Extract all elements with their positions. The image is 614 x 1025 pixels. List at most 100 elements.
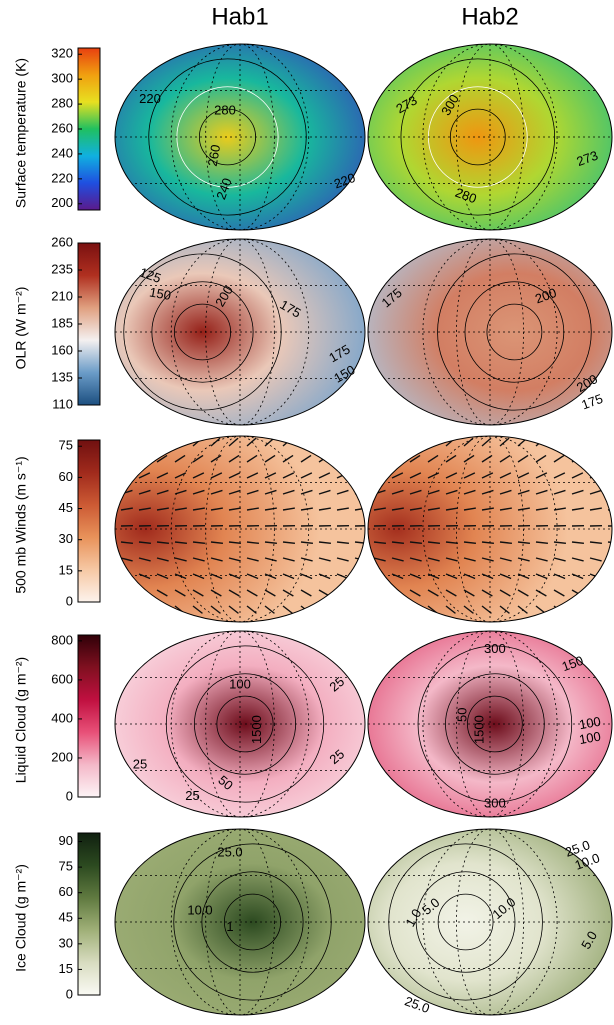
wind-arrow — [355, 438, 364, 446]
wind-arrow — [608, 558, 614, 561]
wind-arrow — [410, 438, 419, 446]
wind-arrow — [355, 606, 364, 613]
wind-arrow — [355, 455, 365, 462]
wind-arrow — [319, 606, 328, 613]
colorbar-tick-label: 30 — [59, 935, 73, 950]
colorbar-tick-label: 0 — [66, 986, 73, 1001]
colorbar-tick-label: 800 — [51, 632, 73, 647]
contour-label: 280 — [214, 102, 236, 117]
wind-arrow — [157, 606, 166, 613]
wind-arrow — [157, 438, 166, 446]
wind-arrow — [355, 574, 366, 579]
colorbar-tick-label: 90 — [59, 833, 73, 848]
wind-arrow — [608, 438, 614, 446]
contour-label: 25 — [185, 788, 199, 803]
wind-arrow — [590, 606, 599, 613]
page: Hab1 Hab2 Surface temperature (K) 200 220 2… — [0, 0, 614, 1025]
wind-arrow — [608, 490, 614, 494]
row-label: OLR (W m⁻²) — [13, 287, 29, 370]
wind-arrow — [139, 455, 149, 462]
map-panel — [115, 239, 365, 425]
map-panel — [368, 239, 612, 425]
wind-arrow — [608, 473, 614, 478]
colorbar-tick-label: 45 — [59, 910, 73, 925]
colorbar-tick-label: 200 — [51, 749, 73, 764]
wind-arrow — [572, 606, 581, 613]
wind-arrow — [319, 438, 328, 446]
contour-label: 10.0 — [187, 902, 212, 917]
colorbar-tick-label: 135 — [51, 369, 73, 384]
colorbar-tick-label: 200 — [51, 195, 73, 210]
column-title: Hab2 — [461, 3, 518, 30]
wind-arrow — [608, 590, 614, 596]
column-title: Hab1 — [211, 3, 268, 30]
colorbar-tick-label: 0 — [66, 788, 73, 803]
colorbar-tick-label: 235 — [51, 261, 73, 276]
colorbar-tick-label: 75 — [59, 859, 73, 874]
wind-arrow — [608, 455, 614, 462]
wind-arrow — [374, 438, 383, 446]
colorbar — [78, 635, 100, 797]
wind-arrow — [392, 606, 401, 613]
contour-label: 1500 — [249, 715, 264, 744]
wind-arrow — [355, 473, 366, 478]
colorbar-tick-label: 15 — [59, 562, 73, 577]
wind-arrow — [590, 438, 599, 446]
colorbar-tick-label: 220 — [51, 170, 73, 185]
colorbar-tick-label: 110 — [52, 396, 73, 411]
colorbar-tick-label: 320 — [51, 46, 73, 61]
colorbar-tick-label: 15 — [59, 961, 73, 976]
row-label: 500 mb Winds (m s⁻¹) — [13, 456, 29, 593]
wind-arrow — [139, 438, 148, 446]
colorbar-tick-label: 45 — [59, 500, 73, 515]
wind-arrow — [410, 606, 419, 613]
row-label: Ice Cloud (g m⁻²) — [13, 864, 29, 972]
contour-label: 1500 — [472, 715, 487, 744]
contour-label: 300 — [484, 641, 506, 656]
contour-label: 220 — [139, 91, 161, 106]
wind-arrow — [428, 438, 437, 446]
wind-arrow — [121, 590, 131, 596]
wind-arrow — [337, 438, 346, 446]
wind-arrow — [121, 574, 132, 579]
colorbar-tick-label: 60 — [59, 469, 73, 484]
colorbar-tick-label: 30 — [59, 531, 73, 546]
wind-arrow — [121, 606, 130, 613]
colorbar-tick-label: 240 — [51, 145, 73, 160]
contour-label: 300 — [484, 795, 506, 810]
wind-arrow — [337, 455, 347, 462]
wind-arrow — [374, 473, 385, 478]
contour-label: 50 — [455, 707, 470, 721]
wind-arrow — [337, 590, 347, 596]
wind-arrow — [374, 455, 384, 462]
row-label: Liquid Cloud (g m⁻²) — [13, 657, 29, 783]
wind-arrow — [590, 590, 600, 596]
colorbar-tick-label: 280 — [51, 96, 73, 111]
colorbar-tick-label: 185 — [51, 315, 73, 330]
contour-label: 100 — [229, 676, 251, 691]
wind-arrow — [121, 438, 130, 446]
wind-arrow — [337, 606, 346, 613]
wind-arrow — [374, 590, 384, 596]
colorbar-tick-label: 160 — [51, 342, 73, 357]
colorbar — [78, 833, 100, 995]
map-panel — [115, 44, 365, 230]
wind-arrow — [392, 438, 401, 446]
colorbar-tick-label: 75 — [59, 438, 73, 453]
figure: Hab1 Hab2 Surface temperature (K) 200 220 2… — [0, 0, 614, 1025]
contour-label: 1 — [226, 919, 233, 934]
colorbar-tick-label: 210 — [51, 288, 73, 303]
row-label: Surface temperature (K) — [13, 58, 29, 208]
wind-arrow — [139, 606, 148, 613]
colorbar-tick-label: 400 — [51, 710, 73, 725]
wind-arrow — [175, 438, 184, 446]
map-panel — [368, 44, 612, 230]
colorbar-tick-label: 0 — [66, 593, 73, 608]
contour-label: 25.0 — [217, 845, 242, 860]
wind-arrow — [121, 455, 131, 462]
wind-arrow — [608, 574, 614, 579]
wind-arrow — [121, 473, 132, 478]
wind-arrow — [608, 606, 614, 613]
wind-arrow — [374, 606, 383, 613]
colorbar-tick-label: 260 — [51, 234, 73, 249]
